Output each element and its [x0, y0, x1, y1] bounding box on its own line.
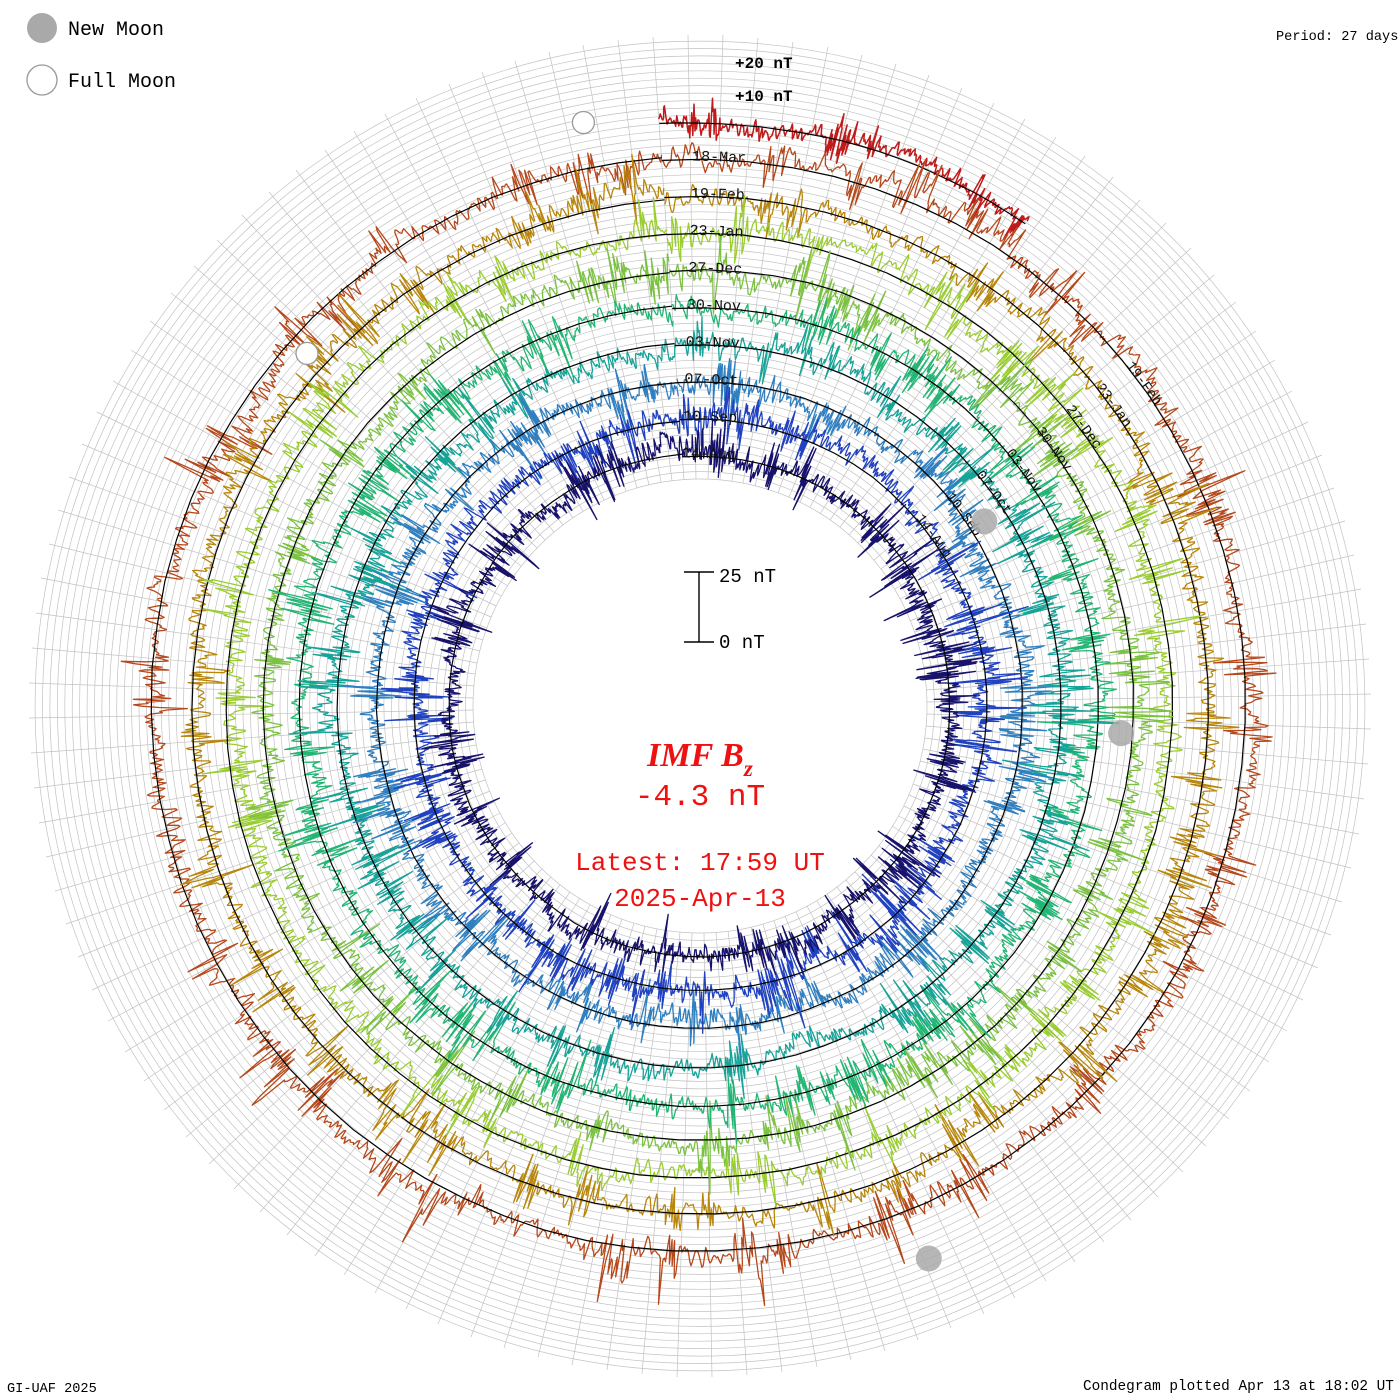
- svg-text:18-Mar: 18-Mar: [692, 148, 747, 167]
- svg-text:+20 nT: +20 nT: [735, 55, 793, 73]
- svg-text:07-Oct: 07-Oct: [684, 371, 739, 390]
- svg-text:0 nT: 0 nT: [719, 632, 765, 654]
- svg-text:Full Moon: Full Moon: [68, 71, 176, 94]
- svg-text:-4.3 nT: -4.3 nT: [635, 780, 765, 815]
- svg-text:27-Dec: 27-Dec: [688, 260, 743, 279]
- svg-text:New Moon: New Moon: [68, 19, 164, 42]
- svg-text:25 nT: 25 nT: [719, 566, 776, 588]
- svg-text:Latest: 17:59 UT: Latest: 17:59 UT: [575, 848, 825, 878]
- svg-text:10-Sep: 10-Sep: [683, 408, 738, 427]
- svg-text:23-Jan: 23-Jan: [689, 223, 744, 242]
- svg-text:30-Nov: 30-Nov: [687, 297, 742, 316]
- svg-text:GI-UAF 2025: GI-UAF 2025: [7, 1382, 97, 1397]
- svg-text:19-Feb: 19-Feb: [691, 186, 746, 205]
- svg-text:14-Aug: 14-Aug: [682, 445, 737, 464]
- svg-text:Condegram plotted Apr 13 at 18: Condegram plotted Apr 13 at 18:02 UT: [1083, 1379, 1394, 1395]
- svg-text:+10 nT: +10 nT: [735, 88, 793, 106]
- svg-text:03-Nov: 03-Nov: [685, 334, 740, 353]
- svg-text:2025-Apr-13: 2025-Apr-13: [614, 884, 786, 914]
- svg-text:Period: 27 days: Period: 27 days: [1276, 30, 1398, 45]
